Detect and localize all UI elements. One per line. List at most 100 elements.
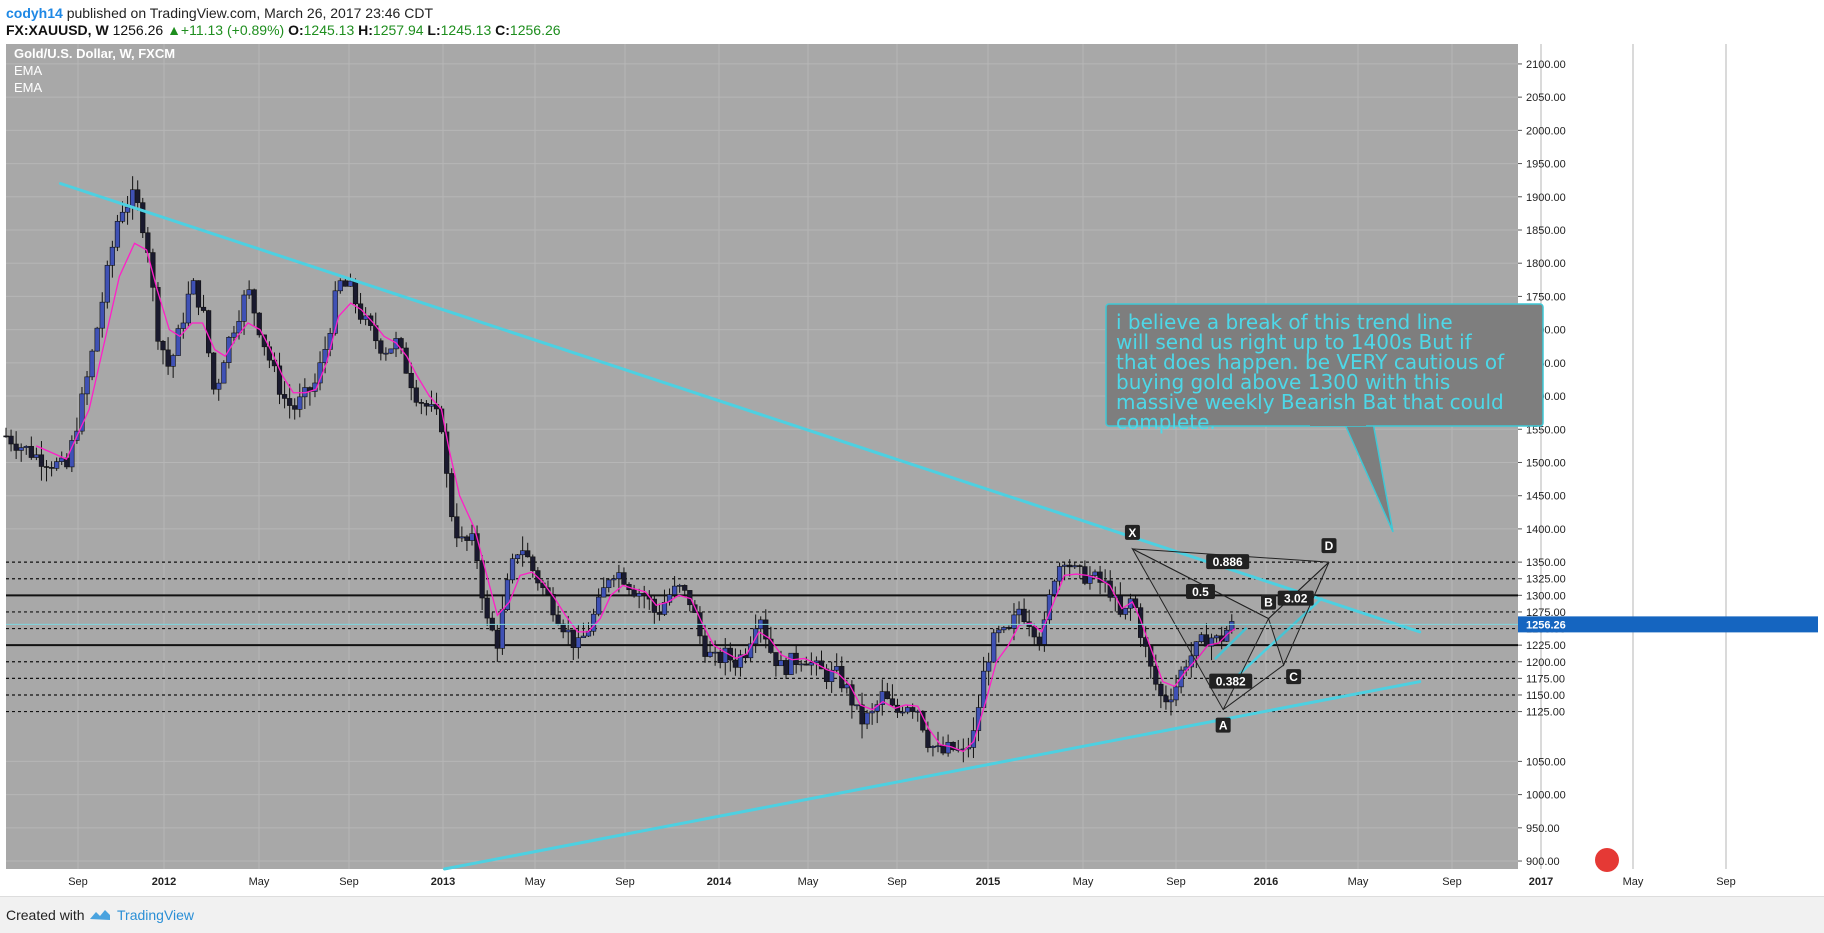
candle-body[interactable] xyxy=(221,362,227,384)
candle-body[interactable] xyxy=(276,365,283,395)
candle-body[interactable] xyxy=(398,338,404,349)
candle-body[interactable] xyxy=(160,340,166,351)
candle-body[interactable] xyxy=(788,652,794,675)
candle-body[interactable] xyxy=(803,663,809,666)
candle-body[interactable] xyxy=(1016,608,1022,616)
candle-body[interactable] xyxy=(94,327,100,352)
candle-body[interactable] xyxy=(631,589,637,597)
candle-body[interactable] xyxy=(722,647,728,663)
price-chart[interactable]: 2100.00 2050.00 2000.00 1950.00 1900.00 1850.… xyxy=(0,42,1824,896)
candle-body[interactable] xyxy=(525,550,531,558)
trendline-descending[interactable] xyxy=(58,181,1422,634)
candle-body[interactable] xyxy=(844,684,850,689)
candle-body[interactable] xyxy=(150,252,156,288)
candle-body[interactable] xyxy=(281,394,288,399)
candle-body[interactable] xyxy=(580,635,587,639)
trendline-ascending[interactable] xyxy=(442,680,1422,871)
candle-body[interactable] xyxy=(1067,564,1073,568)
candle-body[interactable] xyxy=(915,710,921,713)
candle-body[interactable] xyxy=(479,560,485,599)
candle-body[interactable] xyxy=(124,206,131,213)
candle-body[interactable] xyxy=(823,668,830,682)
candle-body[interactable] xyxy=(357,303,364,320)
candle-body[interactable] xyxy=(1213,635,1220,639)
candle-body[interactable] xyxy=(180,322,186,329)
candle-body[interactable] xyxy=(798,663,804,666)
pattern-ratio[interactable] xyxy=(1185,584,1215,600)
candle-body[interactable] xyxy=(768,638,774,653)
candle-body[interactable] xyxy=(905,707,911,713)
candle-body[interactable] xyxy=(1031,626,1037,638)
candle-body[interactable] xyxy=(778,660,784,667)
candle-body[interactable] xyxy=(449,473,455,518)
candle-body[interactable] xyxy=(23,446,29,448)
candle-body[interactable] xyxy=(970,730,977,748)
candle-body[interactable] xyxy=(469,533,475,541)
legend-title[interactable]: Gold/U.S. Dollar, W, FXCM xyxy=(14,46,175,61)
candle-body[interactable] xyxy=(869,710,875,714)
author-name[interactable]: codyh14 xyxy=(6,5,63,21)
legend-ema-2[interactable]: EMA xyxy=(14,80,43,95)
candle-body[interactable] xyxy=(418,402,424,404)
candle-body[interactable] xyxy=(509,558,516,581)
pattern-ratio[interactable] xyxy=(1206,554,1250,570)
candle-body[interactable] xyxy=(347,280,354,287)
candle-body[interactable] xyxy=(8,435,14,445)
candle-body[interactable] xyxy=(899,711,906,714)
candle-body[interactable] xyxy=(499,609,505,649)
candle-body[interactable] xyxy=(1173,686,1179,701)
candle-body[interactable] xyxy=(1122,607,1129,615)
candle-body[interactable] xyxy=(813,660,820,664)
candle-body[interactable] xyxy=(287,398,293,406)
candle-body[interactable] xyxy=(783,660,789,675)
candle-body[interactable] xyxy=(155,287,161,342)
pattern-ratio[interactable] xyxy=(1209,673,1253,689)
candle-body[interactable] xyxy=(1087,575,1093,584)
candle-body[interactable] xyxy=(894,704,901,713)
candle-body[interactable] xyxy=(570,629,576,648)
candle-body[interactable] xyxy=(732,659,738,668)
candle-body[interactable] xyxy=(1153,665,1159,685)
candle-body[interactable] xyxy=(656,612,663,615)
candle-body[interactable] xyxy=(717,651,723,663)
candle-body[interactable] xyxy=(808,662,814,666)
candle-body[interactable] xyxy=(753,628,759,645)
candle-body[interactable] xyxy=(1051,580,1058,595)
candle-body[interactable] xyxy=(216,382,222,390)
candle-body[interactable] xyxy=(1188,655,1194,668)
candle-body[interactable] xyxy=(1006,627,1012,629)
candle-body[interactable] xyxy=(611,578,617,581)
candle-body[interactable] xyxy=(383,352,389,355)
candle-body[interactable] xyxy=(119,211,126,222)
candle-body[interactable] xyxy=(1001,627,1007,631)
candle-body[interactable] xyxy=(859,704,865,725)
candle-body[interactable] xyxy=(1036,636,1042,645)
candle-body[interactable] xyxy=(661,601,668,615)
candle-body[interactable] xyxy=(43,466,50,468)
candle-body[interactable] xyxy=(636,593,642,597)
candle-body[interactable] xyxy=(185,293,191,324)
candle-body[interactable] xyxy=(560,623,566,633)
flag-icon[interactable] xyxy=(1595,848,1619,872)
candle-body[interactable] xyxy=(459,536,465,539)
candle-body[interactable] xyxy=(130,189,136,208)
candle-body[interactable] xyxy=(332,290,338,334)
ema-line[interactable] xyxy=(35,242,1236,753)
candle-body[interactable] xyxy=(292,405,298,410)
candle-body[interactable] xyxy=(854,704,860,707)
candle-body[interactable] xyxy=(884,691,890,700)
candle-body[interactable] xyxy=(1097,571,1103,583)
candle-body[interactable] xyxy=(454,516,460,539)
candle-body[interactable] xyxy=(104,265,110,303)
candle-body[interactable] xyxy=(1062,564,1068,567)
candle-body[interactable] xyxy=(352,280,359,305)
candle-body[interactable] xyxy=(1158,683,1164,697)
candle-body[interactable] xyxy=(484,597,490,619)
candle-body[interactable] xyxy=(413,387,419,403)
candle-body[interactable] xyxy=(641,593,647,596)
candle-body[interactable] xyxy=(991,632,997,663)
candle-body[interactable] xyxy=(135,189,141,203)
candle-body[interactable] xyxy=(986,661,992,672)
candle-body[interactable] xyxy=(79,393,85,432)
pattern-point-d[interactable] xyxy=(1321,538,1337,554)
